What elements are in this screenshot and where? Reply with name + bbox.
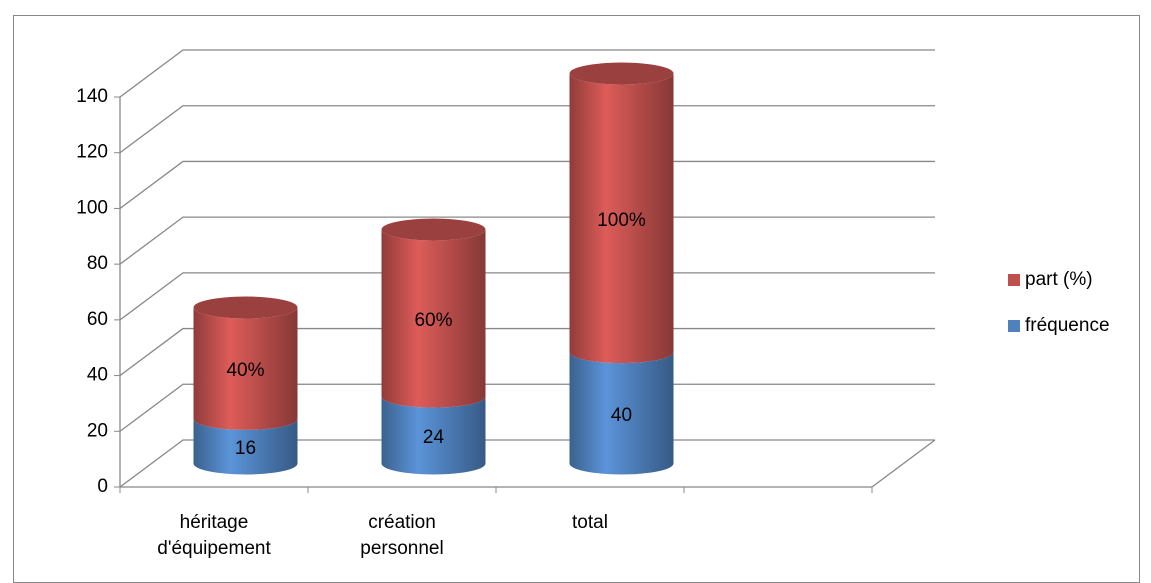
cylinder-segment (569, 352, 674, 475)
y-tick-label: 0 (97, 476, 108, 497)
y-tick-label: 140 (76, 86, 108, 107)
y-tick-label: 80 (87, 253, 108, 274)
grid-line (119, 216, 935, 265)
y-tick-label: 20 (87, 420, 108, 441)
cylinder-segment (569, 73, 674, 364)
cylinder-segment (193, 418, 298, 475)
cylinder-segment (193, 307, 298, 430)
grid-line (119, 105, 935, 154)
x-tick-label: création personnel (360, 512, 444, 559)
y-tick-label: 60 (87, 309, 108, 330)
y-tick-label: 120 (76, 142, 108, 163)
cylinder-cap (569, 62, 674, 85)
y-tick-label: 40 (87, 365, 108, 386)
grid-line (119, 272, 935, 321)
data-label: 24 (423, 427, 445, 448)
data-label: 100% (597, 210, 646, 231)
cylinder-segment (381, 396, 486, 475)
legend-swatch (1008, 320, 1020, 332)
grid-line (119, 439, 935, 488)
grid-line (119, 49, 935, 98)
data-label: 60% (414, 310, 452, 331)
x-tick-label: héritage d'équipement (157, 512, 271, 559)
grid-line (119, 383, 935, 432)
cylinder-segment (381, 229, 486, 408)
cylinder-cap (193, 296, 298, 319)
y-tick-label: 100 (76, 197, 108, 218)
legend-label: fréquence (1025, 315, 1110, 336)
grid-line (119, 327, 935, 377)
legend-swatch (1008, 274, 1020, 286)
x-tick-label: total (572, 512, 608, 533)
grid-line (119, 160, 935, 209)
data-label: 40% (226, 360, 264, 381)
cylinder-cap (381, 218, 486, 241)
legend-label: part (%) (1025, 269, 1093, 290)
data-label: 40 (611, 405, 632, 426)
data-label: 16 (235, 438, 256, 459)
